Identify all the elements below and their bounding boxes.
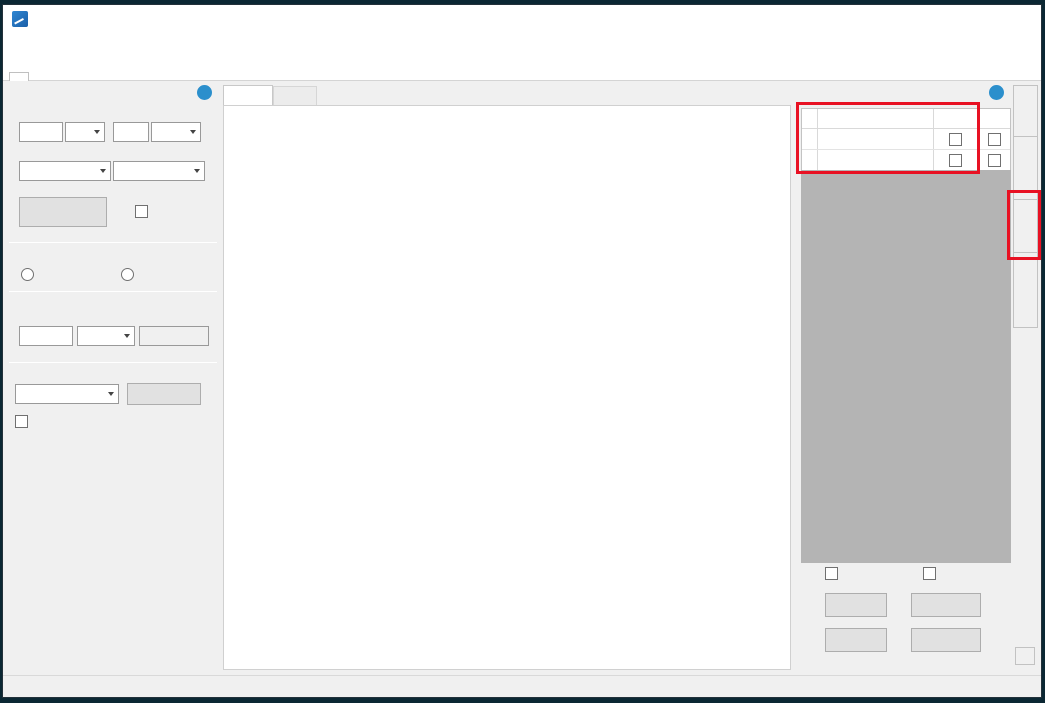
stop-frequency-input[interactable]: [113, 122, 149, 142]
chevron-down-icon: [194, 169, 200, 173]
start-frequency-input[interactable]: [19, 122, 63, 142]
row-num: [802, 150, 818, 171]
tol-select[interactable]: [77, 326, 135, 346]
tab-data[interactable]: [273, 86, 317, 106]
chevron-down-icon: [108, 392, 114, 396]
chevron-down-icon: [124, 334, 130, 338]
waveform-table: [801, 108, 1011, 172]
legend-checkbox[interactable]: [825, 567, 838, 580]
tab-bode-plot[interactable]: [9, 72, 29, 81]
side-tab-analysis[interactable]: [1013, 252, 1038, 328]
visible-checkbox[interactable]: [949, 132, 962, 146]
speed-select[interactable]: [113, 161, 205, 181]
tab-sweep-amplitude[interactable]: [29, 72, 49, 80]
bode-plot-canvas: [224, 106, 790, 669]
annotation-step2-rect: [796, 102, 980, 174]
stop-frequency-unit-select[interactable]: [151, 122, 201, 142]
hide-all-button[interactable]: [825, 593, 887, 617]
chevron-down-icon: [100, 169, 106, 173]
show-all-button[interactable]: [911, 593, 981, 617]
side-tab-data[interactable]: [1013, 199, 1038, 253]
run-button[interactable]: [19, 197, 107, 227]
plot-panel: [223, 105, 791, 670]
app-icon: [12, 11, 28, 27]
menu-file[interactable]: [11, 42, 33, 50]
maximize-button[interactable]: [949, 5, 995, 33]
section-divider: [9, 242, 217, 243]
section-divider: [9, 362, 217, 363]
help-icon[interactable]: [197, 85, 212, 100]
minimize-button[interactable]: [903, 5, 949, 33]
design-input[interactable]: [19, 326, 73, 346]
enabled-checkbox[interactable]: [15, 415, 28, 428]
side-tab-cursors[interactable]: [1013, 136, 1038, 200]
row-name[interactable]: [818, 129, 934, 149]
points-select[interactable]: [19, 161, 111, 181]
menu-help[interactable]: [55, 42, 77, 50]
waveform-list-empty-area: [801, 170, 1011, 563]
annotation-step1-rect: [1007, 190, 1041, 260]
tab-impedance[interactable]: [89, 72, 109, 80]
dc-probe-current-select[interactable]: [15, 384, 119, 404]
start-frequency-unit-select[interactable]: [65, 122, 105, 142]
side-strip-end-box: [1015, 647, 1035, 665]
chevron-down-icon: [190, 130, 196, 134]
row-num: [802, 129, 818, 149]
help-icon[interactable]: [989, 85, 1004, 100]
side-tab-graph[interactable]: [1013, 85, 1038, 137]
menu-bar: [3, 33, 1041, 59]
zero-button[interactable]: [127, 383, 201, 405]
points-checkbox[interactable]: [923, 567, 936, 580]
append-checkbox[interactable]: [135, 205, 148, 218]
chevron-down-icon: [94, 130, 100, 134]
title-bar: [3, 5, 1041, 33]
delete-all-button[interactable]: [825, 628, 887, 652]
row-name[interactable]: [818, 150, 934, 171]
select-checkbox[interactable]: [988, 154, 1001, 167]
tab-transient[interactable]: [69, 72, 89, 80]
menu-calibrate[interactable]: [33, 42, 55, 50]
tab-scope[interactable]: [49, 72, 69, 80]
column-header-select: [978, 109, 1010, 128]
delete-button[interactable]: [911, 628, 981, 652]
table-row-bode-phase[interactable]: [802, 150, 1010, 171]
column-header-num: [802, 109, 818, 128]
tab-graph[interactable]: [223, 85, 273, 106]
w1-radio[interactable]: [121, 268, 134, 281]
column-header-name: [818, 109, 934, 128]
main-tab-bar: [3, 59, 1041, 81]
visible-checkbox[interactable]: [949, 154, 962, 167]
measured-input: [139, 326, 209, 346]
close-button[interactable]: [995, 5, 1041, 33]
side-tab-strip: [1013, 85, 1038, 328]
transformer-radio[interactable]: [21, 268, 34, 281]
app-window: [2, 4, 1042, 698]
status-bar: [3, 675, 1041, 697]
select-checkbox[interactable]: [988, 132, 1001, 146]
section-divider: [9, 291, 217, 292]
